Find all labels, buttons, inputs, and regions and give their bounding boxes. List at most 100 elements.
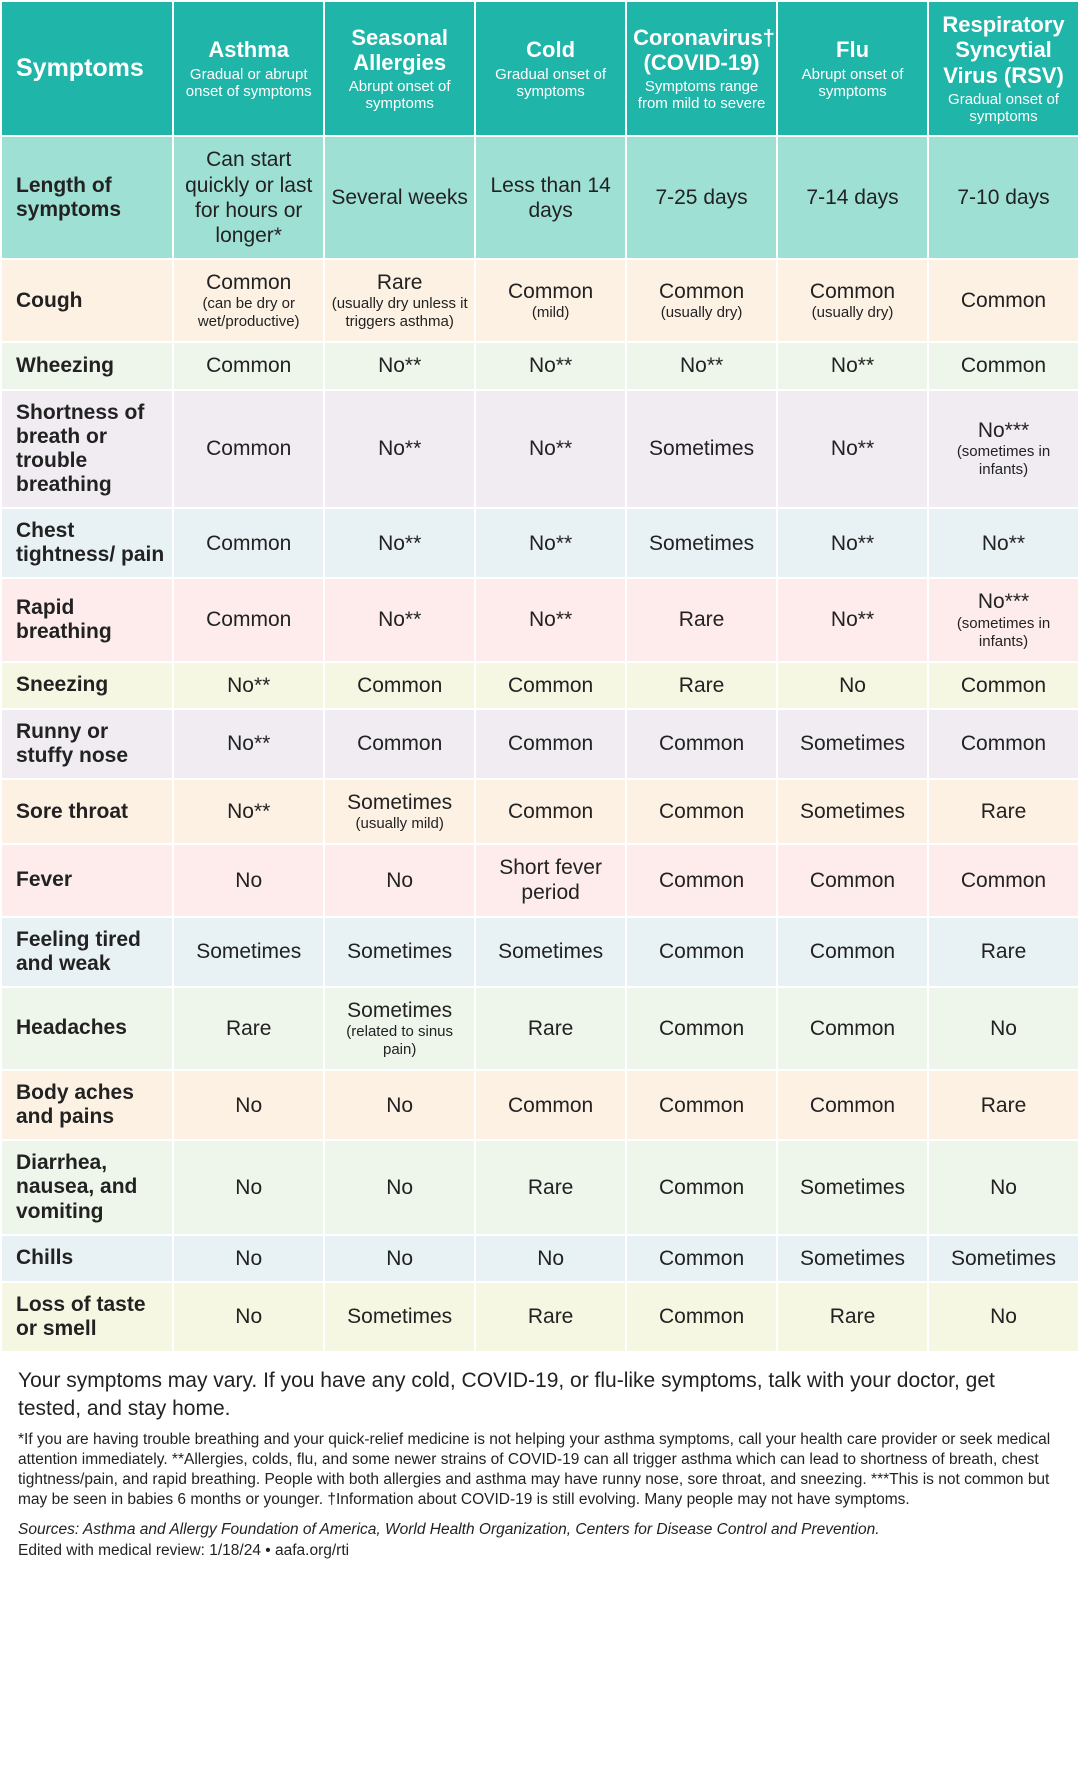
- cell: Sometimes: [627, 509, 776, 577]
- header-col-5: Respiratory Syncytial Virus (RSV)Gradual…: [929, 2, 1078, 135]
- cell: No**: [174, 710, 323, 778]
- cell: Common(can be dry or wet/productive): [174, 260, 323, 341]
- cell: No**: [778, 391, 927, 508]
- header-col-4: FluAbrupt onset of symptoms: [778, 2, 927, 135]
- cell: Can start quickly or last for hours or l…: [174, 137, 323, 258]
- cell: Rare: [778, 1283, 927, 1351]
- cell: Common: [627, 1071, 776, 1139]
- cell: Common: [929, 260, 1078, 341]
- header-col-1: Seasonal AllergiesAbrupt onset of sympto…: [325, 2, 474, 135]
- cell: Common: [174, 579, 323, 660]
- footer-sources: Sources: Asthma and Allergy Foundation o…: [18, 1520, 1062, 1560]
- cell: Common: [929, 845, 1078, 915]
- cell: No**: [476, 509, 625, 577]
- table-row: Shortness of breath or trouble breathing…: [2, 391, 1078, 508]
- cell: No: [174, 1141, 323, 1233]
- cell: Common: [174, 391, 323, 508]
- cell: No: [325, 1236, 474, 1281]
- cell: Common(mild): [476, 260, 625, 341]
- cell: Sometimes: [778, 710, 927, 778]
- header-col-2: ColdGradual onset of symptoms: [476, 2, 625, 135]
- cell: Common: [778, 988, 927, 1069]
- cell: No**: [174, 663, 323, 708]
- table-row: Sore throatNo**Sometimes(usually mild)Co…: [2, 780, 1078, 843]
- header-col-3: Coronavirus† (COVID-19)Symptoms range fr…: [627, 2, 776, 135]
- cell: Sometimes: [929, 1236, 1078, 1281]
- table-row: Feeling tired and weakSometimesSometimes…: [2, 918, 1078, 986]
- cell: No: [929, 1141, 1078, 1233]
- footer: Your symptoms may vary. If you have any …: [0, 1353, 1080, 1580]
- cell: 7-10 days: [929, 137, 1078, 258]
- footer-notes: *If you are having trouble breathing and…: [18, 1430, 1062, 1511]
- cell: No: [476, 1236, 625, 1281]
- cell: 7-25 days: [627, 137, 776, 258]
- cell: Sometimes(related to sinus pain): [325, 988, 474, 1069]
- cell: Common: [627, 845, 776, 915]
- cell: No***(sometimes in infants): [929, 579, 1078, 660]
- row-label: Shortness of breath or trouble breathing: [2, 391, 172, 508]
- cell: Common: [929, 710, 1078, 778]
- cell: Rare: [174, 988, 323, 1069]
- cell: Common: [778, 845, 927, 915]
- table-row: CoughCommon(can be dry or wet/productive…: [2, 260, 1078, 341]
- cell: Common: [476, 1071, 625, 1139]
- cell: No**: [778, 509, 927, 577]
- row-label: Cough: [2, 260, 172, 341]
- row-label: Length of symptoms: [2, 137, 172, 258]
- cell: Sometimes: [778, 780, 927, 843]
- table-body: Length of symptomsCan start quickly or l…: [2, 137, 1078, 1351]
- row-label: Fever: [2, 845, 172, 915]
- row-label: Chills: [2, 1236, 172, 1281]
- cell: No: [325, 1071, 474, 1139]
- cell: Sometimes: [627, 391, 776, 508]
- cell: Common: [627, 988, 776, 1069]
- header-col-0: AsthmaGradual or abrupt onset of symptom…: [174, 2, 323, 135]
- cell: No: [174, 845, 323, 915]
- cell: Common: [627, 1141, 776, 1233]
- table-row: Loss of taste or smellNoSometimesRareCom…: [2, 1283, 1078, 1351]
- table-row: FeverNoNoShort fever periodCommonCommonC…: [2, 845, 1078, 915]
- cell: No: [325, 1141, 474, 1233]
- cell: Common: [929, 663, 1078, 708]
- row-label: Rapid breathing: [2, 579, 172, 660]
- cell: Common: [778, 918, 927, 986]
- cell: No: [174, 1283, 323, 1351]
- cell: Common: [627, 1283, 776, 1351]
- cell: Common: [627, 918, 776, 986]
- cell: No**: [778, 579, 927, 660]
- cell: Common(usually dry): [627, 260, 776, 341]
- row-label: Headaches: [2, 988, 172, 1069]
- cell: Common(usually dry): [778, 260, 927, 341]
- symptom-comparison-table: SymptomsAsthmaGradual or abrupt onset of…: [0, 0, 1080, 1353]
- cell: No: [929, 1283, 1078, 1351]
- cell: Common: [476, 663, 625, 708]
- table-row: Body aches and painsNoNoCommonCommonComm…: [2, 1071, 1078, 1139]
- row-label: Loss of taste or smell: [2, 1283, 172, 1351]
- cell: Sometimes: [476, 918, 625, 986]
- cell: No: [325, 845, 474, 915]
- cell: Rare: [476, 1283, 625, 1351]
- cell: No**: [325, 579, 474, 660]
- cell: No**: [476, 343, 625, 388]
- table-row: Diarrhea, nausea, and vomitingNoNoRareCo…: [2, 1141, 1078, 1233]
- cell: No***(sometimes in infants): [929, 391, 1078, 508]
- cell: Rare: [627, 579, 776, 660]
- cell: No: [174, 1071, 323, 1139]
- cell: Rare: [627, 663, 776, 708]
- cell: No**: [929, 509, 1078, 577]
- cell: Sometimes: [325, 1283, 474, 1351]
- cell: No: [778, 663, 927, 708]
- cell: Sometimes: [174, 918, 323, 986]
- cell: No**: [325, 509, 474, 577]
- footer-lead: Your symptoms may vary. If you have any …: [18, 1367, 1062, 1422]
- cell: Common: [627, 710, 776, 778]
- cell: Sometimes: [778, 1141, 927, 1233]
- cell: Less than 14 days: [476, 137, 625, 258]
- cell: Sometimes: [325, 918, 474, 986]
- table-row: Rapid breathingCommonNo**No**RareNo**No*…: [2, 579, 1078, 660]
- row-label: Chest tightness/ pain: [2, 509, 172, 577]
- cell: Common: [476, 710, 625, 778]
- table-row: Length of symptomsCan start quickly or l…: [2, 137, 1078, 258]
- table-header: SymptomsAsthmaGradual or abrupt onset of…: [2, 2, 1078, 135]
- cell: Common: [627, 1236, 776, 1281]
